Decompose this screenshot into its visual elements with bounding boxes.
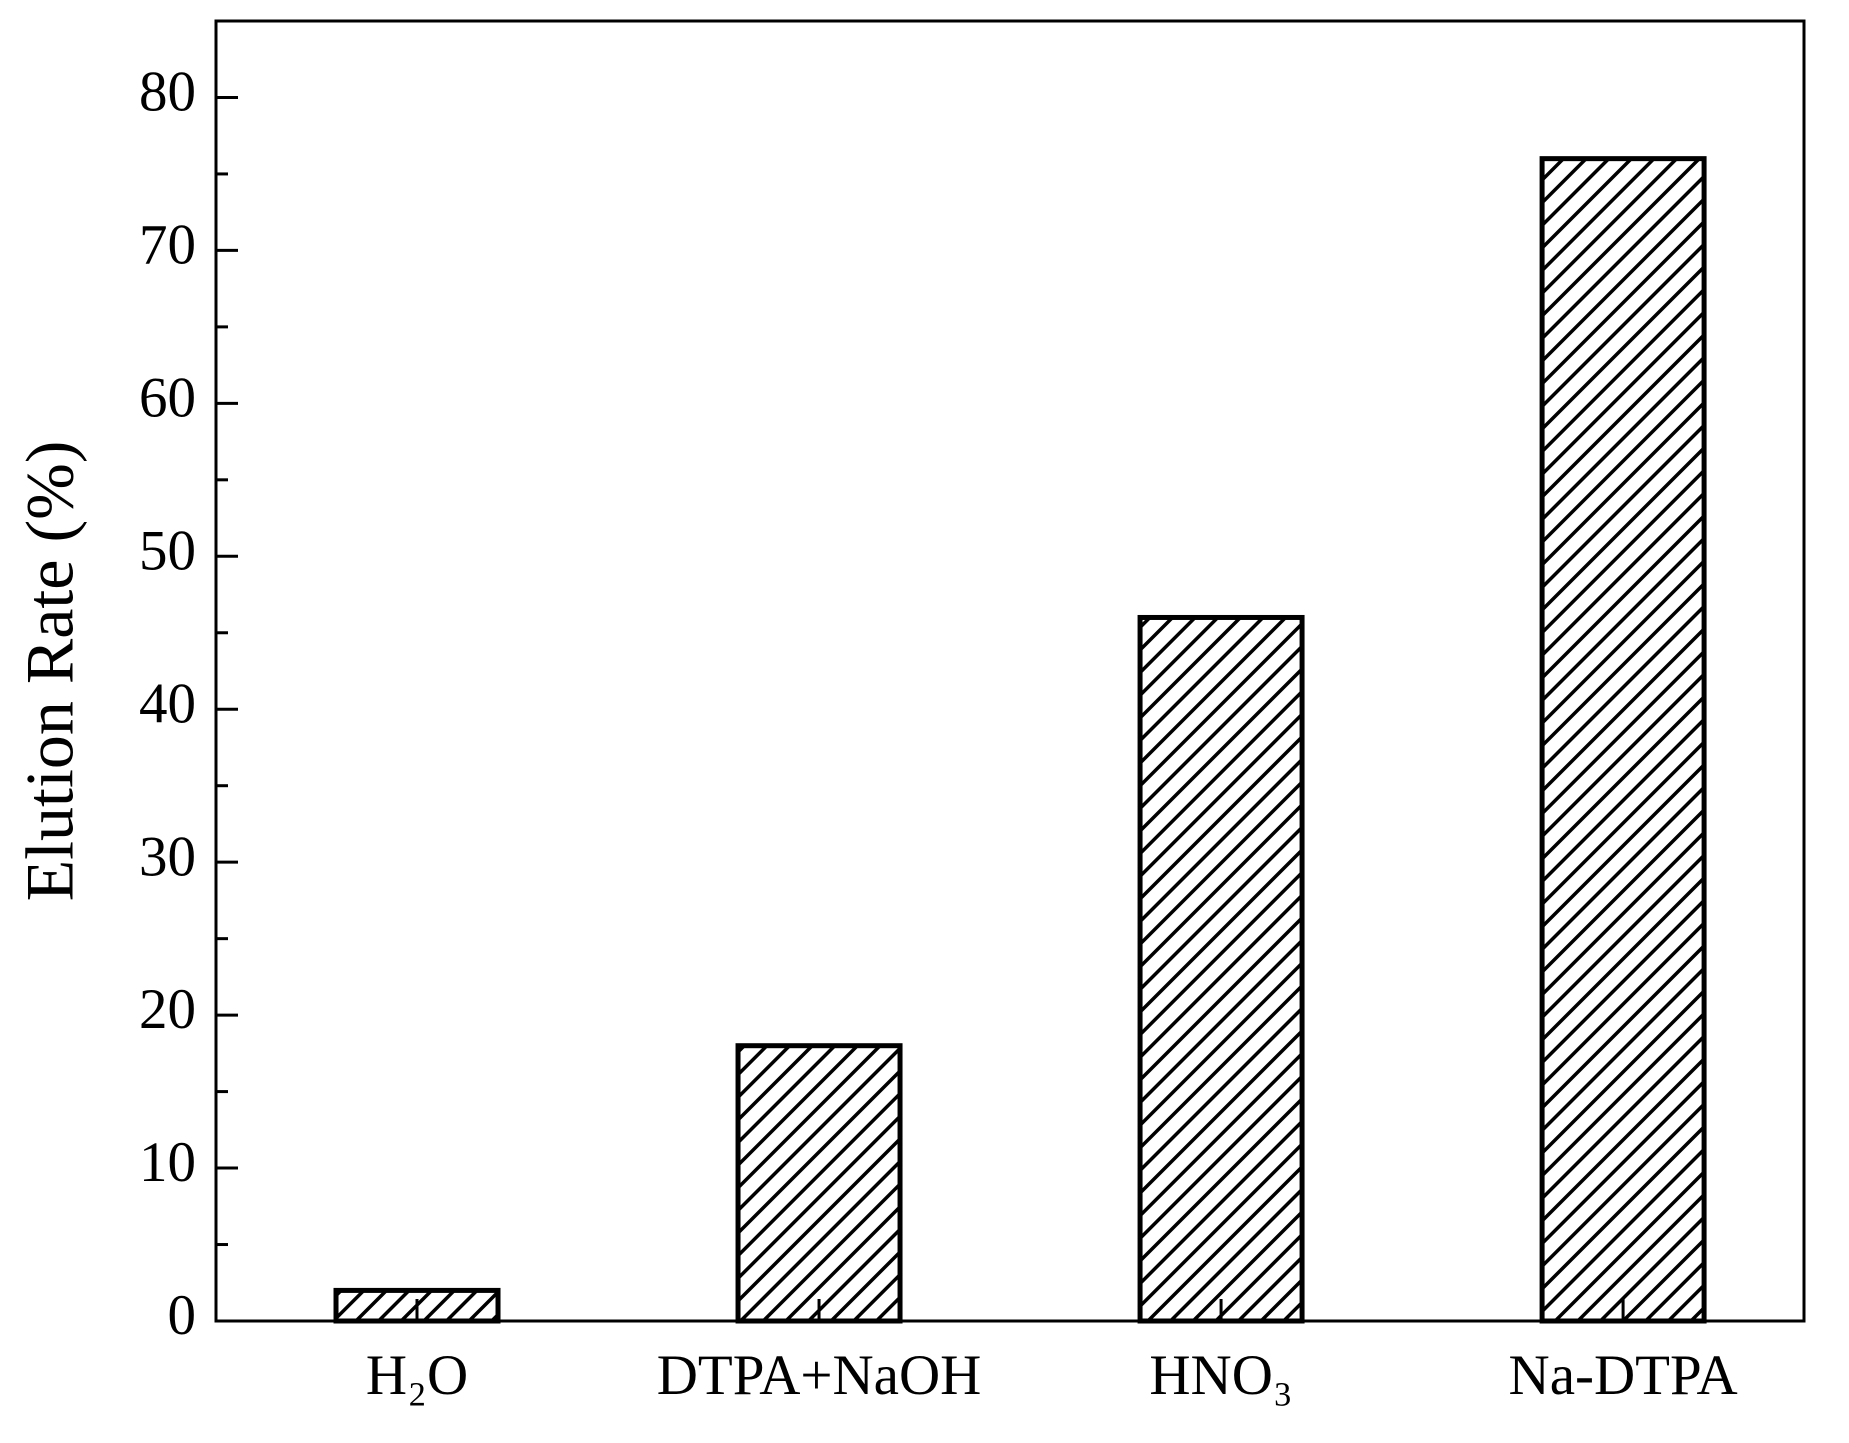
y-tick-label: 40 bbox=[139, 672, 196, 735]
x-tick-label: DTPA+NaOH bbox=[657, 1344, 982, 1407]
bar bbox=[1539, 156, 1707, 1324]
y-axis-title: Elution Rate (%) bbox=[12, 441, 88, 902]
x-tick-label: H₂O bbox=[366, 1344, 468, 1407]
x-tick-label: HNO₃ bbox=[1149, 1344, 1292, 1407]
plot-frame bbox=[214, 19, 1806, 1323]
bar bbox=[1137, 614, 1305, 1324]
y-tick-label: 80 bbox=[139, 61, 196, 124]
y-tick-label: 10 bbox=[139, 1131, 196, 1194]
y-tick-label: 30 bbox=[139, 825, 196, 888]
y-tick-label: 0 bbox=[168, 1284, 197, 1347]
y-tick-label: 60 bbox=[139, 366, 196, 429]
y-tick-label: 70 bbox=[139, 213, 196, 276]
bar bbox=[735, 1043, 903, 1324]
y-tick-label: 50 bbox=[139, 519, 196, 582]
y-tick-label: 20 bbox=[139, 978, 196, 1041]
x-tick-label: Na-DTPA bbox=[1509, 1344, 1738, 1407]
